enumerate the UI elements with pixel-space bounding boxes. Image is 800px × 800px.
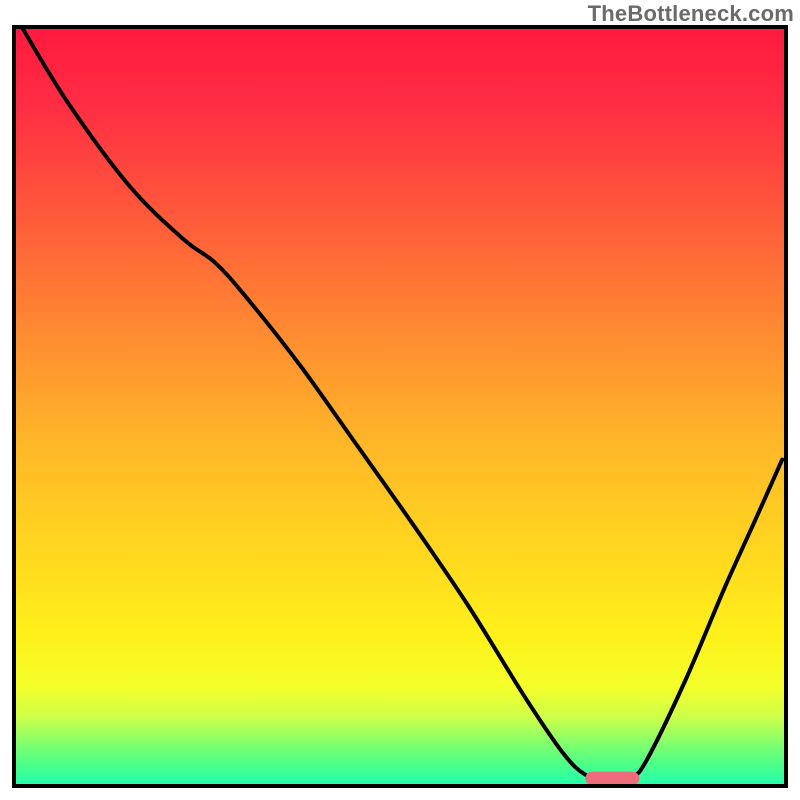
bottleneck-chart	[0, 0, 800, 800]
minimum-marker	[585, 772, 639, 786]
watermark-text: TheBottleneck.com	[588, 1, 794, 27]
chart-container: TheBottleneck.com	[0, 0, 800, 800]
plot-background	[14, 27, 786, 786]
